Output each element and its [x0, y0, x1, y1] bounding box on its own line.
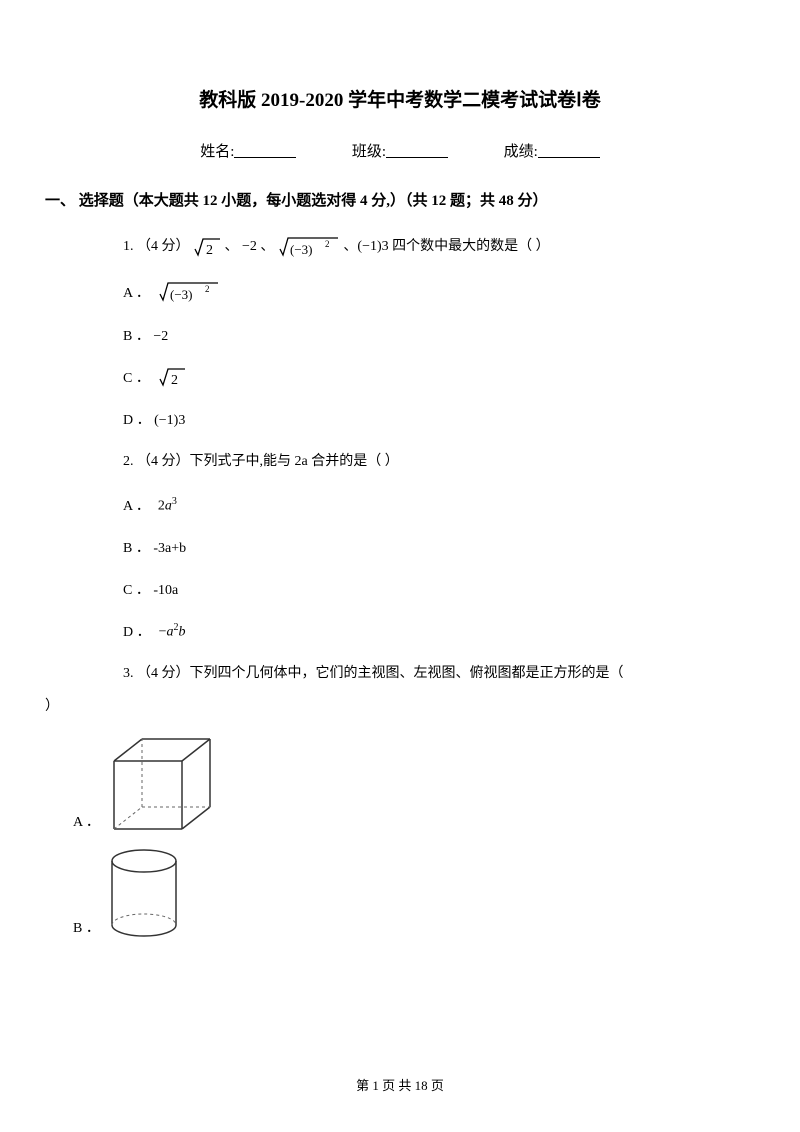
svg-text:2: 2 — [206, 243, 213, 257]
q3-option-a: A ． — [73, 733, 705, 833]
q1-text: 1. （4 分） 2 、 −2 、 (−3) 2 、(−1)3 四个数中最大的数… — [123, 236, 705, 259]
svg-text:(−3): (−3) — [290, 242, 313, 257]
name-label: 姓名: — [200, 144, 234, 160]
page-title: 教科版 2019-2020 学年中考数学二模考试试卷Ⅰ卷 — [95, 85, 705, 112]
page-footer: 第 1 页 共 18 页 — [0, 1075, 800, 1094]
q1-a-label: A ． — [123, 282, 150, 302]
question-2: 2. （4 分）下列式子中,能与 2a 合并的是（ ） A ． 2a3 B ． … — [123, 451, 705, 641]
q2-option-b: B ． -3a+b — [123, 537, 705, 557]
q2-a-math: 2a3 — [158, 496, 177, 515]
q2-option-a: A ． 2a3 — [123, 495, 705, 515]
q1-option-b: B ． −2 — [123, 325, 705, 345]
q1-option-a: A ． (−3) 2 — [123, 281, 705, 303]
question-3: 3. （4 分）下列四个几何体中，它们的主视图、左视图、俯视图都是正方形的是（ … — [45, 663, 705, 939]
svg-text:(−3): (−3) — [170, 287, 193, 302]
q3-text: 3. （4 分）下列四个几何体中，它们的主视图、左视图、俯视图都是正方形的是（ — [123, 663, 705, 685]
q1-option-c: C ． 2 — [123, 367, 705, 387]
sqrt2-icon: 2 — [193, 237, 221, 257]
info-row: 姓名: 班级: 成绩: — [95, 140, 705, 161]
sqrt2-icon: 2 — [158, 367, 186, 387]
q3-paren: ） — [45, 695, 705, 715]
q3-b-label: B ． — [73, 917, 100, 937]
q3-a-label: A ． — [73, 811, 100, 831]
score-label: 成绩: — [504, 144, 538, 160]
q1-mid1: 、 −2 、 — [225, 239, 278, 254]
cylinder-icon — [106, 847, 182, 939]
section-heading: 一、 选择题（本大题共 12 小题，每小题选对得 4 分,）（共 12 题；共 … — [45, 189, 705, 210]
q2-a-label: A ． — [123, 495, 150, 515]
q1-prefix: 1. （4 分） — [123, 239, 190, 254]
q1-option-d: D ． (−1)3 — [123, 409, 705, 429]
q2-option-c: C ． -10a — [123, 579, 705, 599]
svg-text:2: 2 — [325, 239, 330, 249]
class-blank — [386, 144, 448, 158]
q1-mid2: 、(−1)3 四个数中最大的数是（ ） — [343, 239, 549, 254]
name-blank — [234, 144, 296, 158]
q1-c-label: C ． — [123, 367, 150, 387]
q3-option-b: B ． — [73, 847, 705, 939]
q2-d-label: D ． — [123, 621, 151, 641]
question-1: 1. （4 分） 2 、 −2 、 (−3) 2 、(−1)3 四个数中最大的数… — [123, 236, 705, 429]
score-blank — [538, 144, 600, 158]
class-label: 班级: — [352, 144, 386, 160]
q2-text: 2. （4 分）下列式子中,能与 2a 合并的是（ ） — [123, 451, 705, 473]
q2-d-math: −a2b — [159, 622, 186, 641]
sqrt-neg3-sq-icon: (−3) 2 — [278, 236, 340, 258]
q2-option-d: D ． −a2b — [123, 621, 705, 641]
cube-icon — [106, 733, 216, 833]
svg-text:2: 2 — [171, 373, 178, 387]
svg-text:2: 2 — [205, 284, 210, 294]
sqrt-neg3-sq-icon: (−3) 2 — [158, 281, 220, 303]
